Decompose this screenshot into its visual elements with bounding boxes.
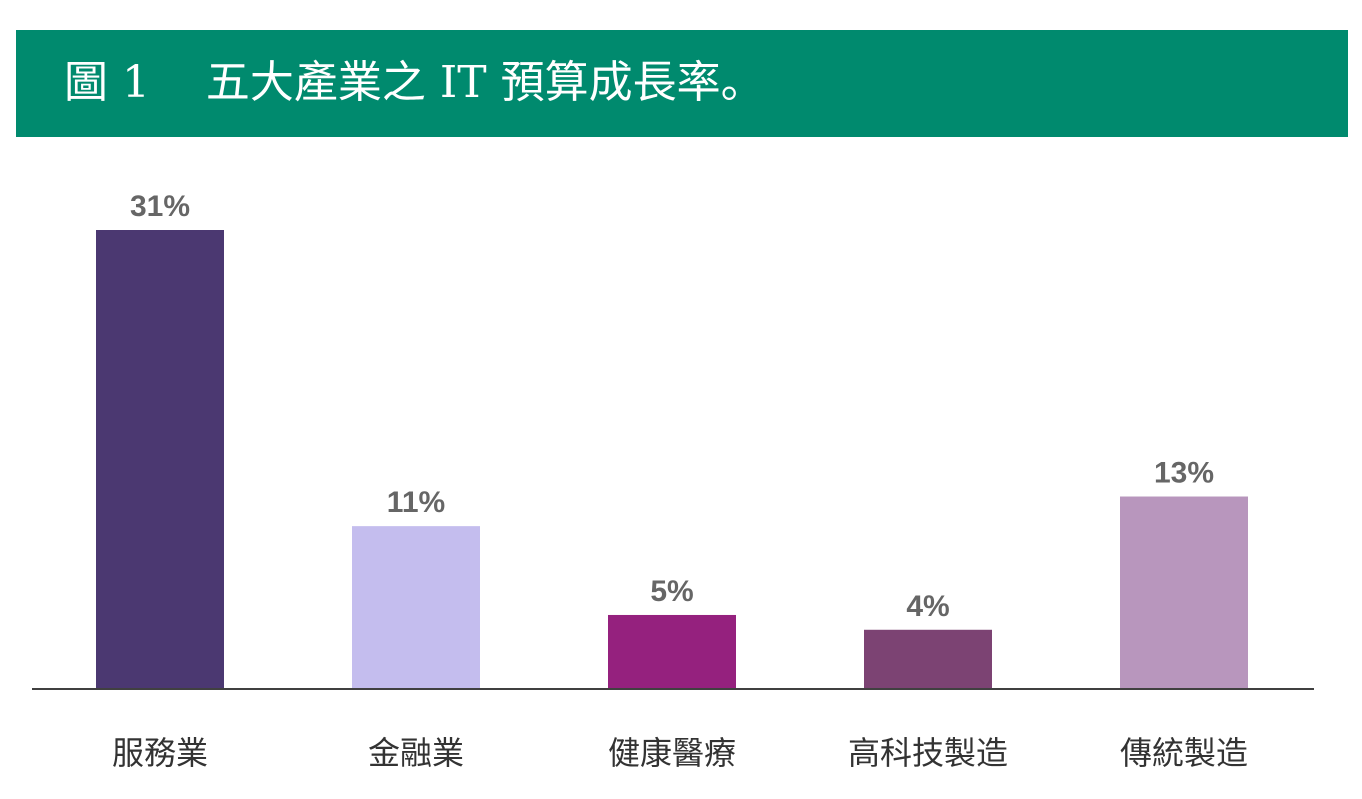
data-label-5: 13% [1154, 457, 1214, 490]
bar-5 [1120, 496, 1248, 689]
title-banner: 圖 1 五大產業之 IT 預算成長率。 [16, 30, 1348, 137]
labels-group: 31% 服務業 11% 金融業 5% 健康醫療 4% 高科技製造 13% 傳統製造 [112, 190, 1248, 772]
chart-title: 圖 1 五大產業之 IT 預算成長率。 [64, 57, 765, 108]
category-label-3: 健康醫療 [608, 734, 736, 772]
bar-2 [352, 526, 480, 689]
data-label-2: 11% [387, 486, 445, 519]
data-label-3: 5% [650, 575, 693, 608]
category-label-1: 服務業 [112, 734, 208, 772]
category-label-4: 高科技製造 [848, 734, 1008, 772]
bar-3 [608, 614, 736, 689]
bar-1 [96, 230, 224, 689]
bar-4 [864, 629, 992, 689]
bars-group [96, 230, 1248, 689]
data-label-1: 31% [130, 190, 190, 223]
data-label-4: 4% [906, 590, 949, 623]
category-label-5: 傳統製造 [1120, 734, 1248, 772]
category-label-2: 金融業 [368, 734, 464, 772]
